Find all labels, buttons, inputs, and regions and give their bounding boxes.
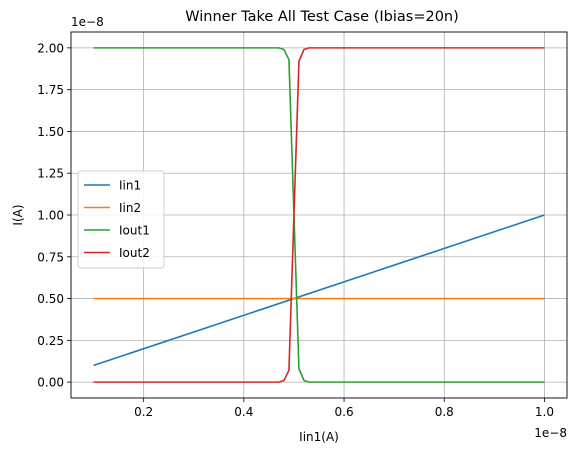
x-tick-label: 0.8	[435, 405, 454, 419]
legend-label-iout2: Iout2	[119, 246, 150, 260]
y-axis: 0.00 0.25 0.50 0.75 1.00 1.25 1.50 1.75 2.00	[37, 41, 71, 390]
legend: Iin1 Iin2 Iout1 Iout2	[77, 170, 165, 269]
x-axis: 0.2 0.4 0.6 0.8 1.0	[134, 398, 554, 419]
y-tick-label: 0.75	[37, 250, 64, 264]
y-tick-label: 1.25	[37, 167, 64, 181]
y-tick-label: 1.50	[37, 125, 64, 139]
series-line-iin1	[93, 214, 545, 367]
series-group	[93, 47, 545, 383]
chart-title: Winner Take All Test Case (Ibias=20n)	[185, 9, 459, 25]
y-tick-label: 0.00	[37, 376, 64, 390]
legend-label-iin1: Iin1	[119, 179, 141, 193]
x-tick-label: 0.2	[134, 405, 153, 419]
legend-label-iin2: Iin2	[119, 201, 141, 215]
y-tick-label: 0.50	[37, 292, 64, 306]
y-tick-label: 0.25	[37, 334, 64, 348]
x-tick-label: 0.6	[335, 405, 354, 419]
y-axis-label: I(A)	[11, 204, 25, 225]
x-axis-label: Iin1(A)	[299, 430, 339, 444]
y-offset-label: 1e−8	[71, 15, 104, 29]
x-offset-label: 1e−8	[534, 426, 567, 440]
series-line-iout2	[93, 47, 545, 383]
legend-box	[77, 170, 165, 269]
y-tick-label: 1.75	[37, 83, 64, 97]
x-tick-label: 0.4	[234, 405, 253, 419]
legend-label-iout1: Iout1	[119, 224, 150, 238]
y-tick-label: 1.00	[37, 209, 64, 223]
y-tick-label: 2.00	[37, 41, 64, 55]
x-tick-label: 1.0	[535, 405, 554, 419]
